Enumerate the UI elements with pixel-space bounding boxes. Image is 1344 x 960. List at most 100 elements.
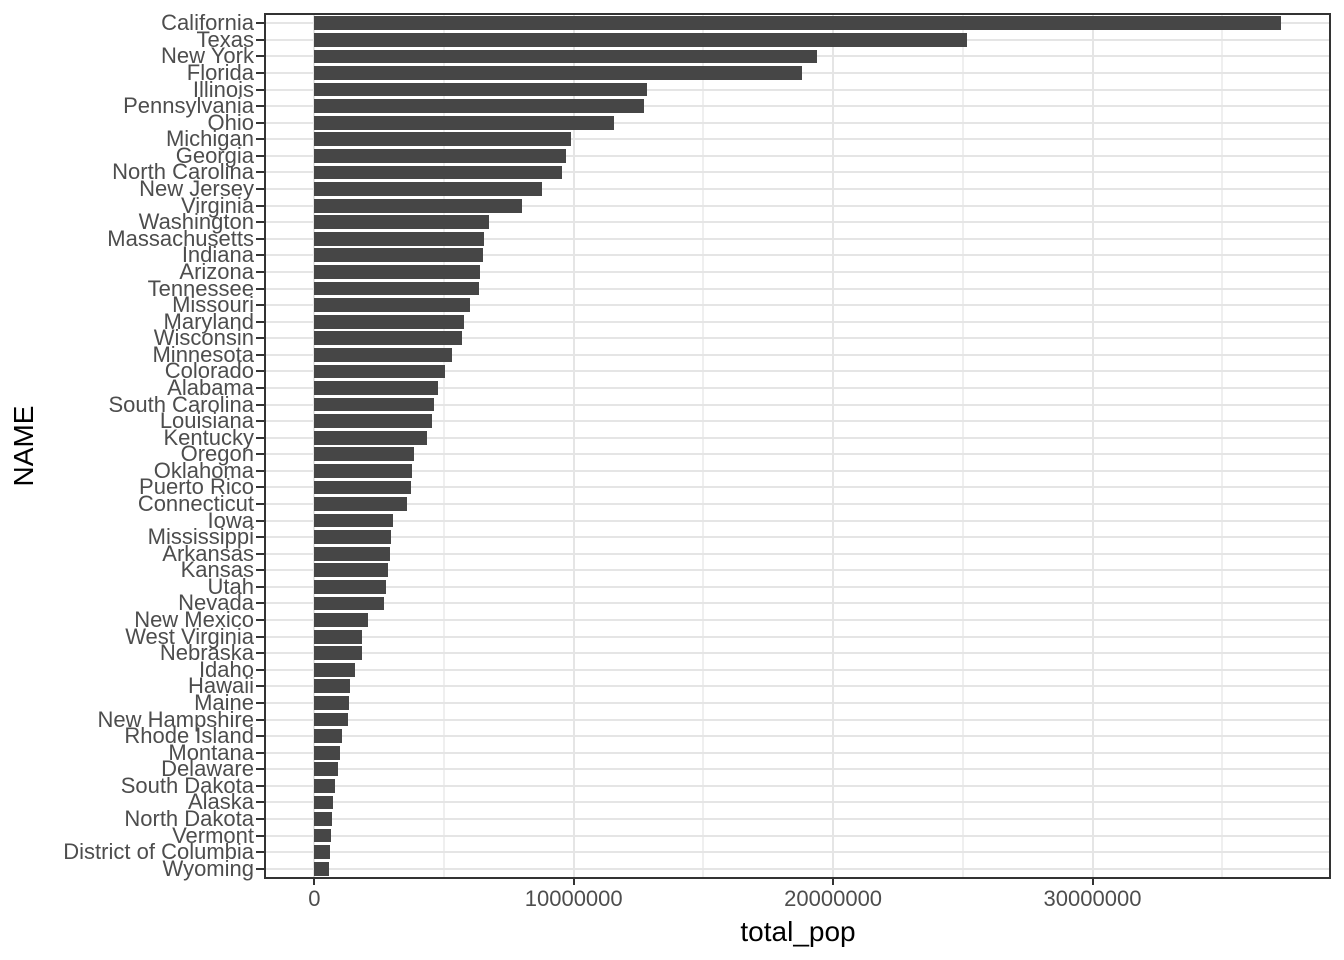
y-label-tennessee: Tennessee <box>147 275 254 301</box>
y-tick-colorado <box>256 370 264 373</box>
gridline-h <box>266 817 1329 820</box>
y-label-maryland: Maryland <box>163 308 254 334</box>
bar-colorado <box>314 364 445 379</box>
y-tick-alaska <box>256 801 264 804</box>
bar-washington <box>314 215 489 230</box>
y-label-new-york: New York <box>161 43 254 69</box>
y-tick-north-carolina <box>256 171 264 174</box>
bar-missouri <box>314 298 470 312</box>
bar-kentucky <box>314 430 427 445</box>
gridline-h <box>266 851 1329 854</box>
y-label-puerto-rico: Puerto Rico <box>139 474 254 500</box>
bar-louisiana <box>314 414 432 429</box>
bar-hawaii <box>314 679 350 694</box>
y-tick-south-dakota <box>256 784 264 787</box>
y-label-hawaii: Hawaii <box>187 673 254 699</box>
y-tick-utah <box>256 585 264 588</box>
y-label-texas: Texas <box>196 26 254 52</box>
y-label-north-carolina: North Carolina <box>112 159 254 185</box>
gridline-h <box>266 270 1329 273</box>
bar-new-hampshire <box>314 712 349 727</box>
gridline-h <box>266 486 1329 489</box>
y-label-alabama: Alabama <box>167 374 254 400</box>
gridline-h <box>266 668 1329 671</box>
y-label-maine: Maine <box>194 689 254 715</box>
y-tick-nebraska <box>256 652 264 655</box>
y-tick-new-hampshire <box>256 718 264 721</box>
gridline-v-minor <box>961 15 964 877</box>
bar-south-carolina <box>314 397 435 412</box>
bar-texas <box>314 32 967 47</box>
gridline-h <box>266 171 1329 174</box>
y-tick-vermont <box>256 834 264 837</box>
y-label-colorado: Colorado <box>164 358 254 384</box>
y-tick-louisiana <box>256 420 264 423</box>
x-tick-label-20000000: 20000000 <box>784 886 883 911</box>
y-label-louisiana: Louisiana <box>159 408 254 434</box>
y-tick-delaware <box>256 768 264 771</box>
y-tick-pennsylvania <box>256 105 264 108</box>
x-tick-label-30000000: 30000000 <box>1043 886 1142 911</box>
y-tick-hawaii <box>256 685 264 688</box>
bar-georgia <box>314 149 566 163</box>
y-label-west-virginia: West Virginia <box>125 623 254 649</box>
y-tick-new-jersey <box>256 188 264 191</box>
y-tick-kansas <box>256 569 264 572</box>
gridline-h <box>266 768 1329 771</box>
gridline-h <box>266 353 1329 356</box>
y-tick-connecticut <box>256 503 264 506</box>
bar-virginia <box>314 198 522 213</box>
y-label-south-carolina: South Carolina <box>108 391 254 417</box>
y-label-michigan: Michigan <box>165 126 254 152</box>
y-tick-arizona <box>256 270 264 273</box>
gridline-h <box>266 221 1329 224</box>
bar-ohio <box>314 115 614 130</box>
bar-connecticut <box>314 497 408 511</box>
gridline-h <box>266 304 1329 307</box>
gridline-h <box>266 569 1329 572</box>
bar-wyoming <box>314 861 329 876</box>
bar-arizona <box>314 265 481 279</box>
gridline-h <box>266 552 1329 555</box>
bar-michigan <box>314 132 571 147</box>
x-tick-0 <box>313 878 316 885</box>
bar-vermont <box>314 828 331 843</box>
y-tick-oklahoma <box>256 469 264 472</box>
gridline-h <box>266 585 1329 588</box>
gridline-h <box>266 420 1329 423</box>
gridline-h <box>266 337 1329 340</box>
y-label-california: California <box>161 10 254 36</box>
gridline-h <box>266 751 1329 754</box>
bar-district-of-columbia <box>314 845 330 860</box>
gridline-v-major <box>313 15 316 877</box>
bar-kansas <box>314 563 389 578</box>
bar-new-york <box>314 49 817 64</box>
bar-pennsylvania <box>314 99 644 114</box>
gridline-h <box>266 469 1329 472</box>
x-tick-label-0: 0 <box>308 886 321 911</box>
y-label-iowa: Iowa <box>207 507 254 533</box>
y-tick-arkansas <box>256 552 264 555</box>
gridline-h <box>266 204 1329 207</box>
y-tick-iowa <box>256 519 264 522</box>
gridline-h <box>266 453 1329 456</box>
bar-arkansas <box>314 546 390 561</box>
bar-tennessee <box>314 281 479 296</box>
y-label-nevada: Nevada <box>178 590 254 616</box>
bar-north-carolina <box>314 165 562 180</box>
y-tick-georgia <box>256 154 264 157</box>
bar-idaho <box>314 662 355 677</box>
y-tick-tennessee <box>256 287 264 290</box>
y-label-illinois: Illinois <box>192 76 254 102</box>
gridline-h <box>266 635 1329 638</box>
y-tick-virginia <box>256 204 264 207</box>
bar-minnesota <box>314 347 452 362</box>
y-label-rhode-island: Rhode Island <box>124 723 254 749</box>
y-label-wisconsin: Wisconsin <box>153 325 254 351</box>
y-tick-oregon <box>256 453 264 456</box>
y-tick-indiana <box>256 254 264 257</box>
y-label-idaho: Idaho <box>198 656 254 682</box>
x-tick-10000000 <box>572 878 575 885</box>
bar-mississippi <box>314 530 392 545</box>
